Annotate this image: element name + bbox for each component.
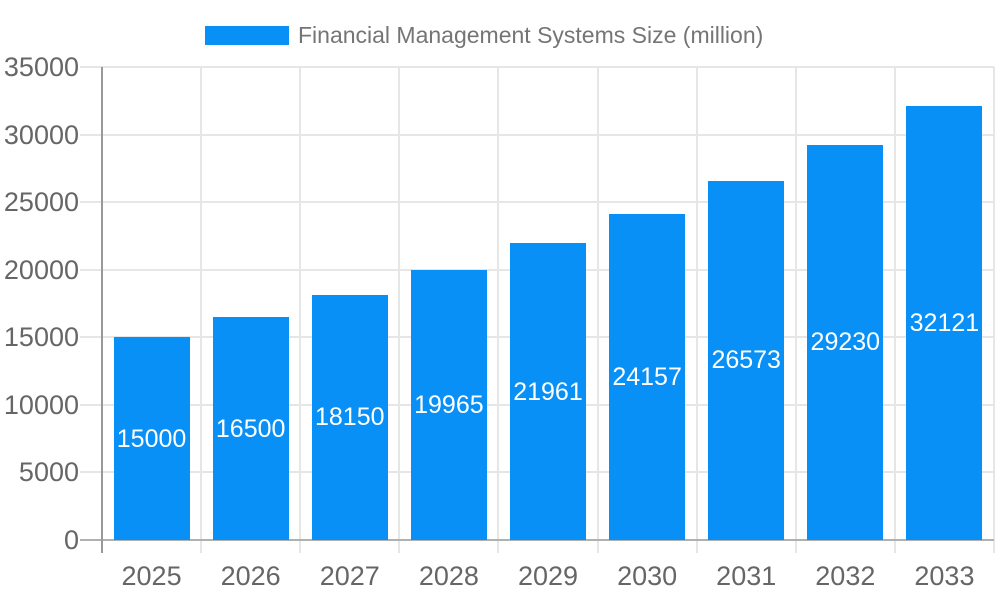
bar-value-label: 32121	[909, 308, 980, 337]
bar-value-label: 16500	[215, 414, 286, 443]
legend: Financial Management Systems Size (milli…	[205, 21, 764, 48]
bar-value-label: 18150	[315, 403, 385, 432]
gridline-horizontal	[80, 133, 994, 136]
y-axis-line	[101, 67, 103, 553]
gridline-vertical	[200, 67, 203, 553]
gridline-horizontal	[80, 66, 994, 68]
bar-value-label: 19965	[414, 391, 484, 420]
y-axis-tick-label: 35000	[3, 52, 79, 82]
gridline-horizontal	[80, 201, 994, 204]
gridline-vertical	[794, 67, 797, 553]
gridline-vertical	[893, 67, 896, 553]
legend-swatch[interactable]	[205, 25, 289, 45]
bar[interactable]	[410, 270, 487, 540]
x-axis-tick-label: 2033	[914, 561, 975, 591]
bar[interactable]	[113, 337, 190, 540]
bar-value-label: 26573	[711, 346, 781, 375]
bar[interactable]	[807, 144, 884, 540]
gridline-vertical	[596, 67, 599, 553]
x-axis-tick-label: 2030	[617, 561, 678, 591]
x-axis-tick-label: 2028	[418, 561, 479, 591]
gridline-vertical	[993, 67, 995, 553]
x-axis-tick-label: 2025	[121, 561, 182, 591]
bar[interactable]	[609, 213, 686, 540]
x-axis-tick-label: 2031	[716, 561, 777, 591]
y-axis-tick-label: 5000	[18, 457, 79, 488]
bar-value-label: 24157	[612, 362, 682, 391]
bar[interactable]	[708, 180, 785, 540]
y-axis-tick-label: 10000	[3, 389, 79, 420]
bar-value-label: 15000	[116, 424, 187, 453]
gridline-vertical	[398, 67, 401, 553]
bar[interactable]	[311, 294, 388, 540]
bar[interactable]	[212, 317, 289, 540]
x-axis-tick-label: 2029	[517, 561, 579, 591]
baseline	[80, 539, 994, 541]
gridline-vertical	[695, 67, 698, 553]
bar-value-label: 21961	[513, 377, 583, 406]
x-axis-tick-label: 2032	[815, 561, 876, 591]
x-axis-tick-label: 2027	[319, 561, 380, 591]
gridline-vertical	[299, 67, 302, 553]
bar-value-label: 29230	[810, 328, 881, 357]
bar[interactable]	[510, 243, 586, 540]
y-axis-tick-label: 25000	[3, 187, 79, 218]
bar[interactable]	[906, 105, 983, 540]
legend-label[interactable]: Financial Management Systems Size (milli…	[298, 21, 764, 48]
x-axis-tick-label: 2026	[220, 561, 281, 591]
y-axis-tick-label: 0	[63, 525, 79, 555]
y-axis-tick-label: 20000	[3, 254, 79, 285]
y-axis-tick-label: 15000	[3, 322, 79, 353]
gridline-vertical	[497, 67, 500, 553]
y-axis-tick-label: 30000	[3, 119, 79, 150]
